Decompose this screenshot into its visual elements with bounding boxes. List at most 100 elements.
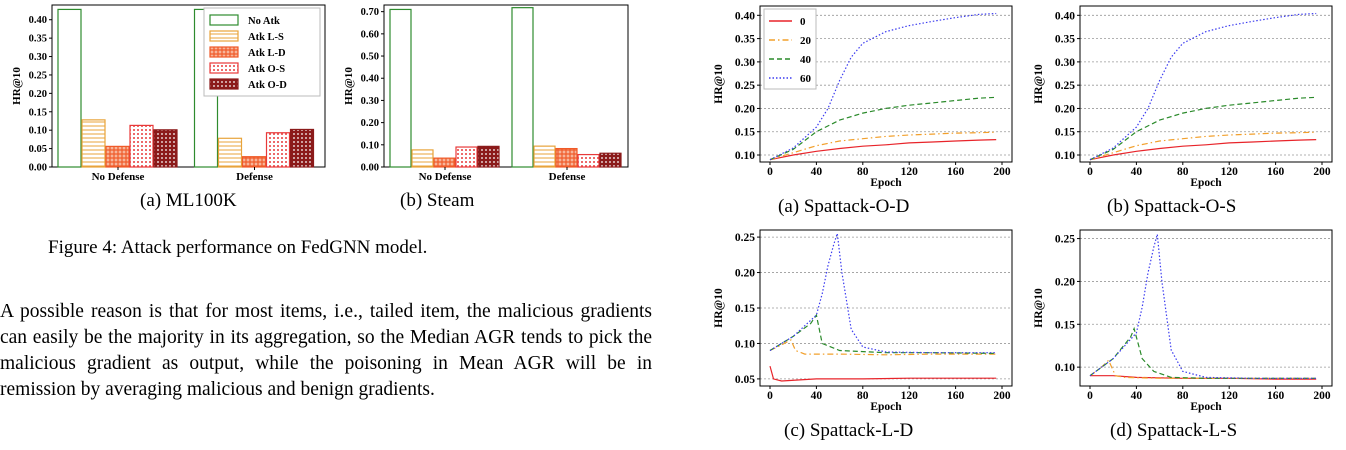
plot-frame: [1079, 229, 1333, 387]
legend-label: 0: [800, 16, 806, 28]
x-tick-label: 40: [811, 166, 823, 178]
x-tick-label: 80: [857, 390, 869, 402]
caption-ml100k: (a) ML100K: [140, 190, 237, 211]
x-tick-label: 200: [1313, 390, 1331, 402]
x-tick-label: 80: [1177, 166, 1189, 178]
bar-atk-l-d: [241, 156, 267, 168]
legend-label: Atk L-S: [248, 32, 284, 43]
bar-atk-o-s: [577, 153, 600, 168]
y-tick-label: 0.60: [361, 29, 379, 40]
bar-atk-o-d: [599, 152, 622, 168]
bar-atk-o-s: [455, 146, 478, 168]
bar-atk-l-d: [555, 147, 578, 168]
legend-label: 60: [800, 73, 812, 85]
y-tick-label: 0.40: [29, 15, 47, 26]
y-tick-label: 0.35: [1055, 34, 1075, 46]
plot-frame: [383, 4, 629, 168]
x-tick-label: 40: [1131, 166, 1143, 178]
y-tick-label: 0.10: [361, 140, 379, 151]
series-line-20: [1089, 131, 1317, 161]
bar-no-atk: [511, 7, 534, 168]
legend-label: No Atk: [248, 16, 280, 27]
x-tick-label: Defense: [549, 171, 586, 183]
y-tick-label: 0.20: [735, 103, 755, 115]
series-line-40: [1089, 326, 1317, 379]
x-tick-label: 40: [1131, 390, 1143, 402]
y-tick-label: 0.40: [1055, 10, 1075, 22]
series-line-60: [769, 12, 997, 161]
figure-4-caption: Figure 4: Attack performance on FedGNN m…: [48, 237, 428, 258]
y-axis-label: HR@10: [1033, 64, 1045, 104]
bar-atk-o-s: [265, 132, 291, 168]
legend-label: 20: [800, 35, 812, 47]
y-tick-label: 0.35: [735, 34, 755, 46]
line-chart-o-d-svg: 0.10 0.15 0.20 0.25 0.30 0.35 0.40 0 40 80 120 160 2…: [713, 5, 1013, 189]
y-tick-label: 0.70: [361, 7, 379, 18]
x-tick-label: Defense: [236, 171, 273, 183]
x-tick-label: No Defense: [419, 171, 472, 183]
caption-l-s: (d) Spattack-L-S: [1110, 420, 1238, 441]
y-tick-label: 0.00: [361, 163, 379, 174]
y-tick-label: 0.20: [29, 89, 47, 100]
legend-swatch: [209, 62, 239, 74]
x-tick-label: 120: [1221, 166, 1239, 178]
legend-swatch: [209, 46, 239, 58]
bar-atk-l-s: [533, 145, 556, 168]
series-line-0: [769, 139, 997, 161]
line-chart-o-s-svg: 0.10 0.15 0.20 0.25 0.30 0.35 0.40 0 40 80 120 160 2…: [1033, 5, 1333, 189]
series-line-20: [1089, 359, 1317, 379]
x-tick-label: 0: [767, 166, 773, 178]
series-line-40: [1089, 96, 1317, 161]
bar-atk-o-d: [477, 145, 500, 168]
line-chart-spattack-o-d: 0.10 0.15 0.20 0.25 0.30 0.35 0.40 0 40 80 120 160 2…: [710, 0, 1016, 198]
bar-chart-ml100k-svg: 0.00 0.05 0.10 0.15 0.20 0.25 0.30 0.35 0.40 HR@1…: [11, 4, 326, 183]
series-line-60: [1089, 234, 1317, 379]
x-tick-label: 0: [1087, 390, 1093, 402]
series-line-60: [1089, 12, 1317, 161]
x-tick-label: 200: [993, 166, 1011, 178]
line-chart-spattack-l-d: 0.05 0.10 0.15 0.20 0.25 0 40 80 120 160 200 Epoch H…: [710, 224, 1016, 422]
x-tick-label: 40: [811, 390, 823, 402]
y-tick-label: 0.15: [1055, 319, 1075, 331]
x-tick-label: 160: [947, 390, 965, 402]
y-tick-label: 0.10: [735, 338, 755, 350]
bar-chart-ml100k: 0.00 0.05 0.10 0.15 0.20 0.25 0.30 0.35 0.40 HR@1…: [0, 0, 330, 185]
y-tick-label: 0.10: [735, 150, 755, 162]
bar-atk-o-d: [289, 128, 315, 168]
legend-label: Atk O-D: [248, 80, 287, 91]
y-tick-label: 0.30: [361, 96, 379, 107]
bar-chart-steam-svg: 0.00 0.10 0.20 0.30 0.40 0.50 0.60 0.70 HR@10 No …: [343, 4, 629, 183]
y-tick-label: 0.20: [1055, 103, 1075, 115]
x-axis-label: Epoch: [870, 401, 902, 413]
x-tick-label: 80: [1177, 390, 1189, 402]
plot-frame: [759, 229, 1013, 387]
y-tick-label: 0.05: [735, 374, 755, 386]
caption-l-d: (c) Spattack-L-D: [784, 420, 914, 441]
bar-atk-o-s: [129, 124, 154, 168]
bar-atk-l-d: [105, 145, 130, 168]
y-tick-label: 0.10: [29, 126, 47, 137]
x-tick-label: 120: [901, 166, 919, 178]
y-tick-label: 0.15: [735, 303, 755, 315]
y-tick-label: 0.30: [735, 57, 755, 69]
y-tick-label: 0.25: [735, 80, 755, 92]
y-tick-label: 0.25: [1055, 234, 1075, 246]
x-tick-label: 0: [767, 390, 773, 402]
y-tick-label: 0.25: [735, 232, 755, 244]
bar-atk-l-s: [411, 149, 434, 168]
y-tick-label: 0.25: [29, 70, 47, 81]
y-tick-label: 0.40: [361, 74, 379, 85]
line-chart-spattack-l-s: 0.10 0.15 0.20 0.25 0 40 80 120 160 200 Epoch HR@10: [1030, 224, 1340, 422]
series-line-0: [769, 365, 997, 382]
legend-label: Atk O-S: [248, 64, 285, 75]
x-tick-label: No Defense: [92, 171, 145, 183]
legend-swatch: [209, 78, 239, 90]
bar-no-atk: [389, 8, 412, 168]
plot-frame: [759, 5, 1013, 163]
x-tick-label: 200: [993, 390, 1011, 402]
plot-frame: [51, 4, 326, 168]
plot-frame: [1079, 5, 1333, 163]
series-line-20: [769, 131, 997, 161]
bar-atk-l-s: [217, 137, 243, 168]
y-tick-label: 0.20: [1055, 276, 1075, 288]
